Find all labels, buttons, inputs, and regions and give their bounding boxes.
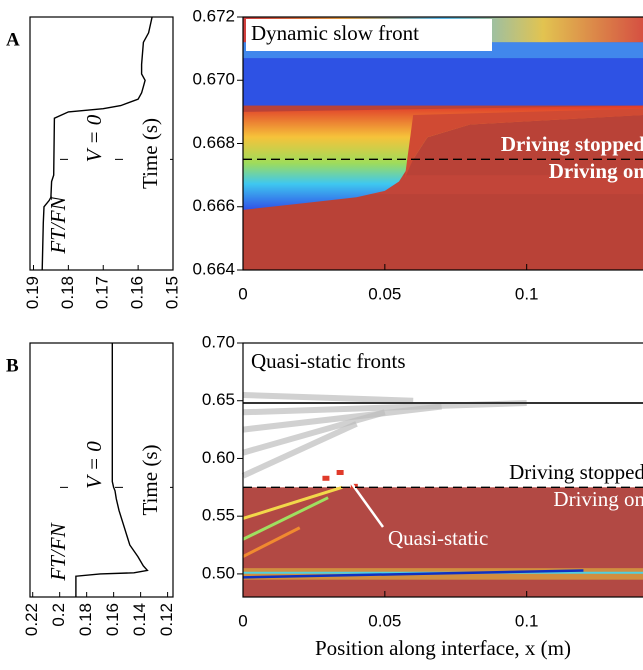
grey-streak <box>241 421 358 479</box>
front-region <box>243 105 643 210</box>
y-tick-label: 0.60 <box>202 448 235 467</box>
x-tick-label: 0.14 <box>130 603 149 636</box>
grey-streak <box>242 392 414 404</box>
x-tick-label: 0.16 <box>103 603 122 636</box>
x-tick-label: 0.05 <box>368 611 401 630</box>
quasi-streak <box>242 485 343 520</box>
panel-title: Dynamic slow front <box>251 21 419 45</box>
x-axis-label: Position along interface, x (m) <box>315 636 571 660</box>
force-curve <box>75 343 149 597</box>
driving-on: Driving on <box>549 159 643 183</box>
x-tick-label: 0.19 <box>23 276 42 309</box>
grey-streak <box>242 400 527 416</box>
x-tick-label: 0 <box>238 284 247 303</box>
x-tick-label: 0.1 <box>515 284 539 303</box>
red-spot <box>336 470 344 475</box>
x-tick-label: 0.18 <box>76 603 95 636</box>
panel-letter: B <box>6 355 19 376</box>
x-tick-label: 0.17 <box>93 276 112 309</box>
heat-frame <box>242 342 643 598</box>
driving-on: Driving on <box>553 487 643 511</box>
driving-stopped: Driving stopped <box>501 132 643 156</box>
force-label: FT/FN <box>46 195 70 254</box>
heat-frame <box>242 16 643 271</box>
x-tick-label: 0.05 <box>368 284 401 303</box>
v-zero-label: V = 0 <box>82 114 106 162</box>
x-tick-label: 0.16 <box>128 276 147 309</box>
x-tick-label: 0.15 <box>162 276 181 309</box>
v-zero-label: V = 0 <box>82 441 106 489</box>
panel-title: Quasi-static fronts <box>251 349 406 373</box>
quasi-streak <box>242 526 301 558</box>
y-tick-label: 0.670 <box>192 70 235 89</box>
y-tick-label: 0.664 <box>192 259 235 278</box>
quasi-streak <box>242 496 329 541</box>
x-tick-label: 0.1 <box>515 611 539 630</box>
y-tick-label: 0.65 <box>202 390 235 409</box>
y-tick-label: 0.672 <box>192 6 235 25</box>
heatmap <box>243 17 643 270</box>
x-tick-label: 0.2 <box>49 603 68 627</box>
red-spot <box>322 475 330 481</box>
plot-frame <box>29 342 174 598</box>
panel-letter: A <box>6 29 20 50</box>
quasi-label: Quasi-static <box>388 526 488 550</box>
x-tick-label: 0.12 <box>157 603 176 636</box>
y-tick-label: 0.668 <box>192 133 235 152</box>
y-tick-label: 0.50 <box>202 563 235 582</box>
y-tick-label: 0.666 <box>192 196 235 215</box>
time-label: Time (s) <box>138 118 162 189</box>
x-tick-label: 0.22 <box>22 603 41 636</box>
grey-streak <box>242 403 442 433</box>
title-bg <box>246 19 492 51</box>
heatmap <box>241 343 643 597</box>
x-tick-label: 0.18 <box>58 276 77 309</box>
force-label: FT/FN <box>46 522 70 581</box>
y-tick-label: 0.55 <box>202 506 235 525</box>
driving-stopped: Driving stopped <box>509 460 643 484</box>
pointer <box>345 476 385 528</box>
time-label: Time (s) <box>138 445 162 516</box>
y-tick-label: 0.70 <box>202 332 235 351</box>
x-tick-label: 0 <box>238 611 247 630</box>
grey-streak <box>242 409 386 456</box>
front-red <box>404 108 643 179</box>
blue-front <box>242 569 584 579</box>
force-curve <box>41 16 153 271</box>
plot-frame <box>29 16 174 271</box>
